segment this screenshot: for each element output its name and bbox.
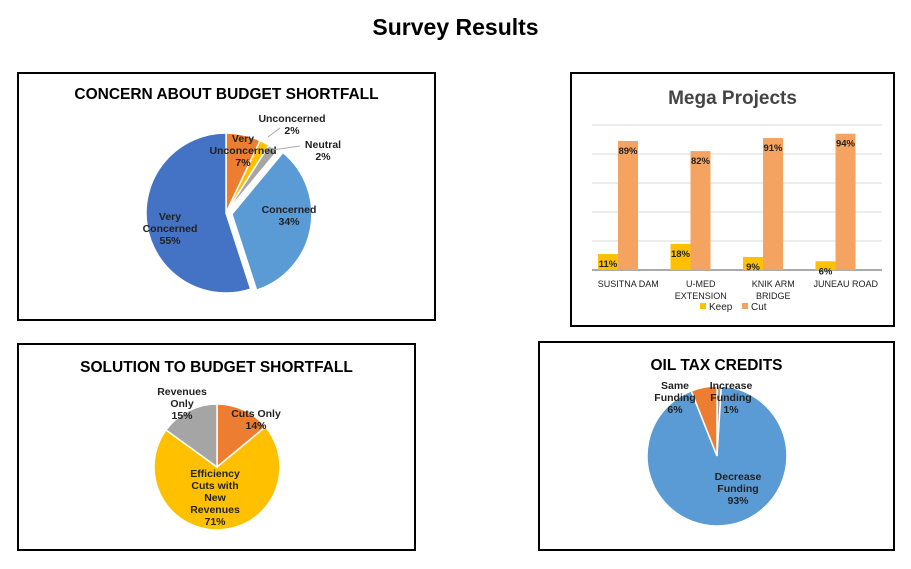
legend-swatch (700, 303, 706, 309)
data-label: Same Funding 6% (654, 380, 695, 416)
x-tick-label: KNIK ARM BRIDGE (752, 279, 795, 301)
pie-slice-concerned (231, 151, 313, 292)
bar-keep (670, 243, 691, 270)
x-tick-label: U-MED EXTENSION (675, 279, 727, 301)
data-label: Increase Funding 1% (710, 380, 753, 416)
data-label: Concerned 34% (262, 204, 317, 228)
bar-data-label: 11% (599, 259, 618, 270)
data-label: Decrease Funding 93% (715, 471, 762, 507)
data-label: Cuts Only 14% (231, 408, 281, 432)
bar-data-label: 89% (618, 146, 638, 157)
bar-cut (618, 140, 638, 270)
data-label: Very Concerned 55% (143, 211, 198, 247)
pie-slice-neutral (225, 144, 279, 214)
bar-data-label: 82% (691, 156, 711, 167)
legend-label: Keep (709, 302, 733, 313)
pie-slice-efficiency-cuts-with-new-revenues (153, 425, 281, 531)
chart-title: Mega Projects (668, 88, 797, 109)
bar-data-label: 91% (763, 143, 783, 154)
chart-title: OIL TAX CREDITS (650, 357, 783, 374)
leader-line (271, 145, 301, 151)
bar-keep (815, 261, 836, 270)
bar-keep (598, 254, 618, 270)
bar-data-label: 6% (819, 266, 833, 277)
data-label: Unconcerned 2% (258, 113, 325, 137)
page-title: Survey Results (372, 14, 539, 40)
x-tick-label: SUSITNA DAM (598, 279, 659, 289)
bar-keep (743, 256, 763, 270)
bar-data-label: 9% (746, 262, 760, 273)
legend-label: Cut (751, 302, 767, 313)
pie-3 (646, 385, 788, 527)
pie-slice-cuts-only (216, 403, 267, 469)
bar-cut (835, 133, 856, 270)
bar-cut (690, 151, 711, 270)
legend-swatch (742, 303, 748, 309)
data-label: Very Unconcerned 7% (209, 133, 276, 169)
bar-data-label: 18% (671, 249, 691, 260)
pie-slice-revenues-only (164, 403, 218, 469)
pie-0 (145, 132, 313, 294)
data-label: Efficiency Cuts with New Revenues 71% (190, 468, 240, 528)
x-tick-label: JUNEAU ROAD (813, 279, 878, 289)
bar-cut (763, 138, 783, 270)
data-label: Neutral 2% (305, 139, 341, 163)
chart-title: SOLUTION TO BUDGET SHORTFALL (80, 359, 353, 376)
leader-line (267, 127, 281, 138)
pie-2 (153, 403, 281, 531)
data-label: Revenues Only 15% (157, 386, 207, 422)
chart-title: CONCERN ABOUT BUDGET SHORTFALL (74, 86, 379, 103)
pie-slice-same-funding (690, 385, 718, 457)
bar-data-label: 94% (836, 139, 856, 150)
pie-slice-very-concerned (145, 132, 252, 294)
